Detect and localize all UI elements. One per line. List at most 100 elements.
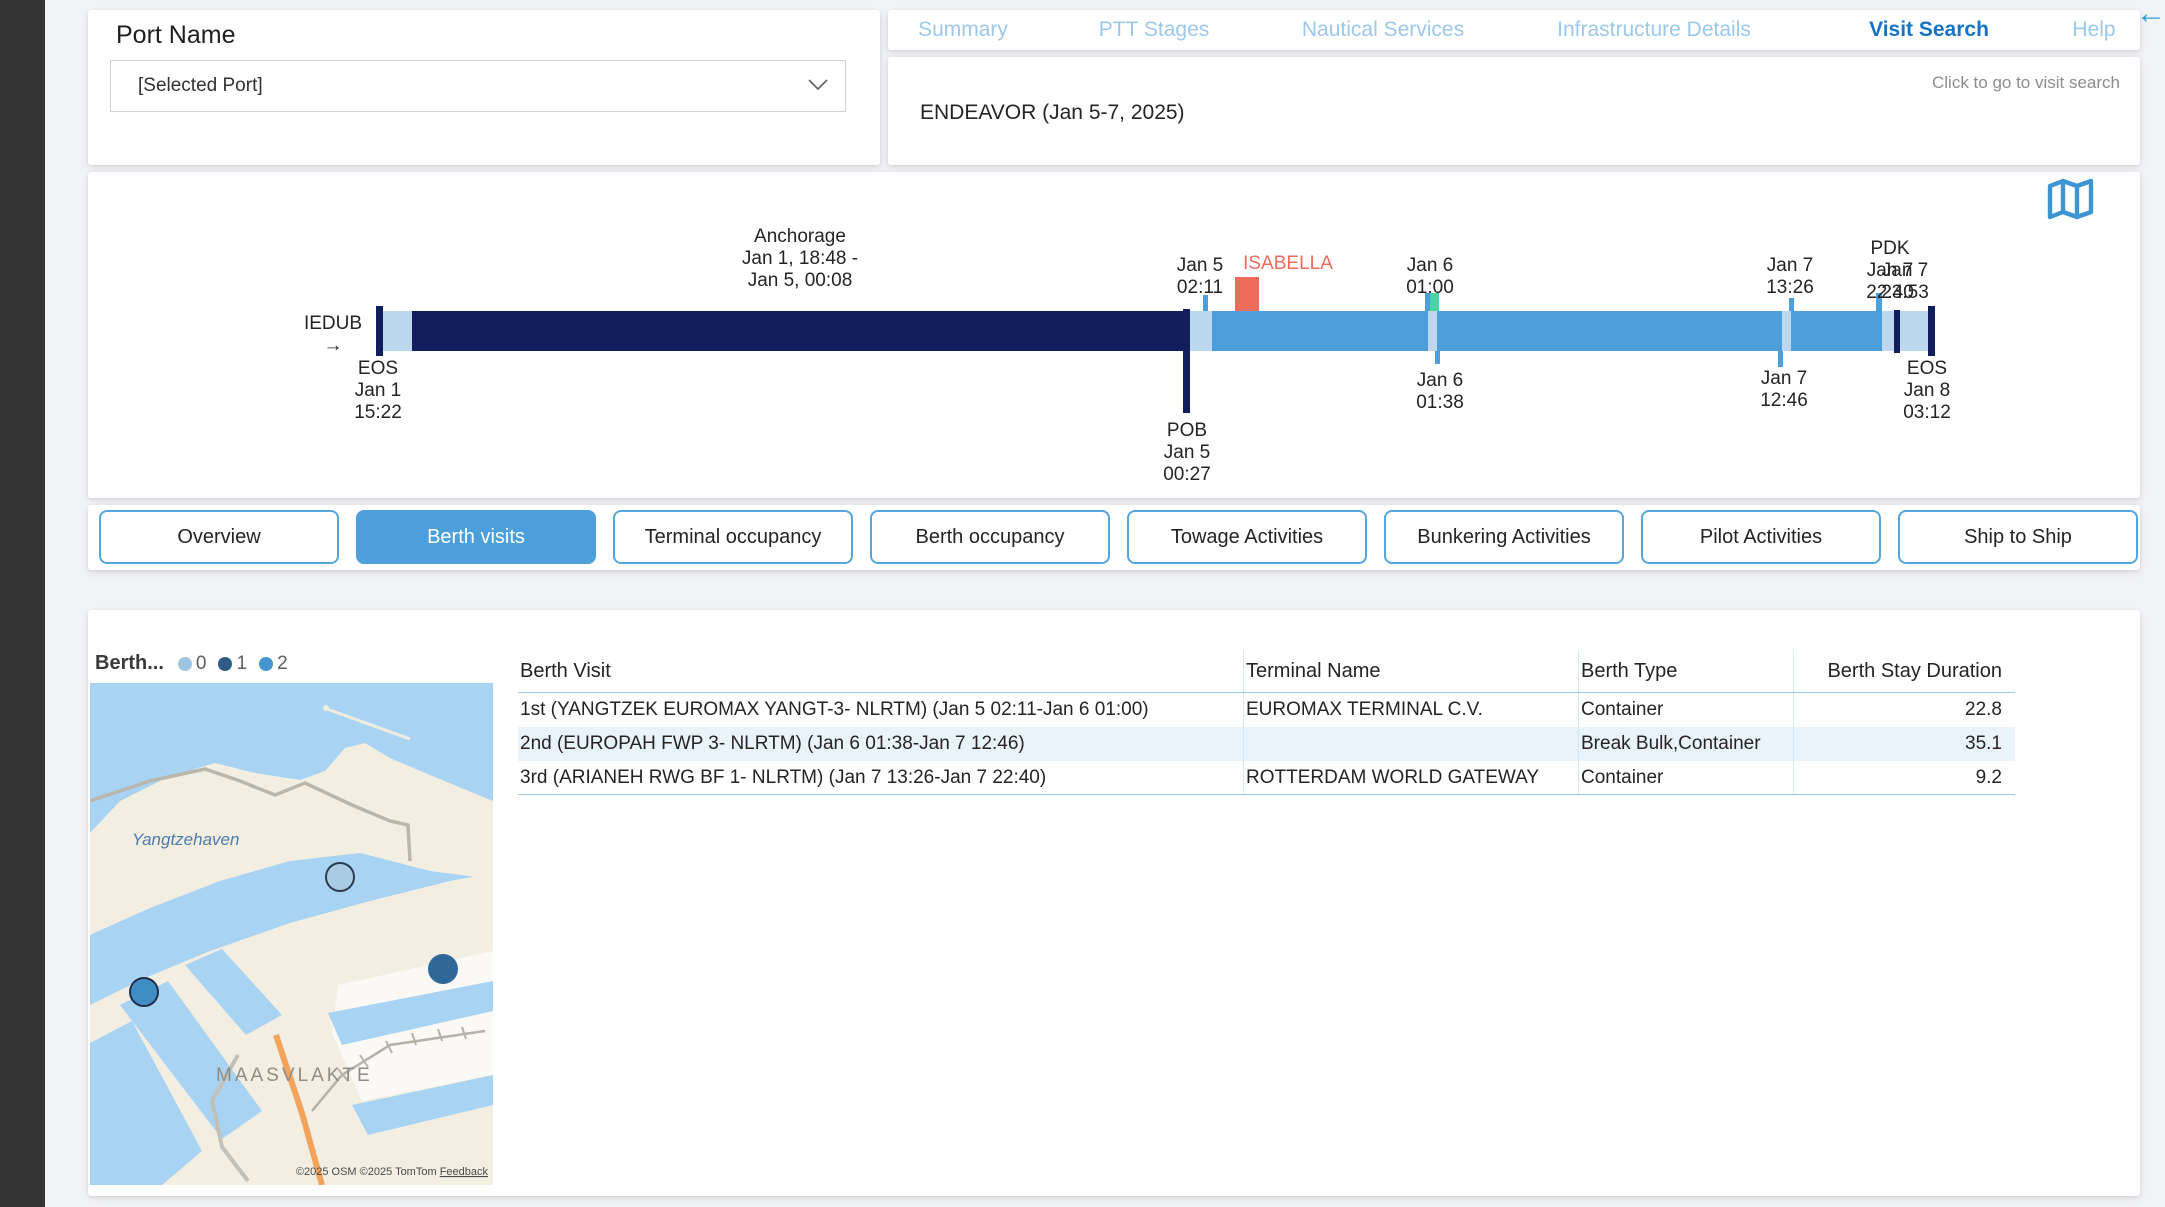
vessel-title: ENDEAVOR (Jan 5-7, 2025)	[920, 101, 1185, 124]
timeline-tick-eos-start	[376, 306, 383, 356]
legend-label-2: 2	[277, 652, 288, 674]
map-channel-4	[328, 981, 493, 1045]
timeline-tick-jan6-0100	[1425, 293, 1430, 311]
cell-berth-type: Container	[1578, 693, 1793, 727]
legend-label-0: 0	[195, 652, 207, 674]
map-railway-ticks	[337, 1026, 467, 1082]
timeline-tick-eos-end	[1928, 306, 1935, 356]
nav-tabs-bar: Summary PTT Stages Nautical Services Inf…	[888, 10, 2140, 50]
tab-visit-search[interactable]: Visit Search	[1869, 18, 1989, 41]
header-berth-type[interactable]: Berth Type	[1578, 650, 1793, 692]
legend-dot-1	[218, 656, 233, 671]
timeline-slice-jan7	[1782, 311, 1791, 351]
timeline-tick-jan6-0138	[1435, 351, 1440, 364]
timeline-tick-pob	[1183, 309, 1190, 413]
vessel-header-card[interactable]: ENDEAVOR (Jan 5-7, 2025) Click to go to …	[888, 57, 2140, 165]
table-row[interactable]: 3rd (ARIANEH RWG BF 1- NLRTM) (Jan 7 13:…	[518, 761, 2015, 795]
map-label-maasvlakte: MAASVLAKTE	[216, 1065, 373, 1086]
table-header-row: Berth Visit Terminal Name Berth Type Ber…	[518, 650, 2015, 693]
port-dropdown[interactable]: [Selected Port]	[110, 60, 846, 112]
tab-ship-to-ship[interactable]: Ship to Ship	[1898, 510, 2138, 564]
tab-berth-occupancy[interactable]: Berth occupancy	[870, 510, 1110, 564]
map-marker-berth-2[interactable]	[129, 977, 159, 1007]
timeline-label-pdk: PDK Jan 7 22:40	[1866, 238, 1914, 303]
berth-visits-panel: Berth... 0 1 2	[88, 610, 2140, 1196]
tab-pilot-activities[interactable]: Pilot Activities	[1641, 510, 1881, 564]
map-channel-3	[90, 1021, 202, 1185]
map-channel-2	[185, 949, 282, 1035]
tab-terminal-occupancy[interactable]: Terminal occupancy	[613, 510, 853, 564]
legend-item-2: 2	[259, 653, 288, 675]
timeline-segment-pale-start	[383, 311, 412, 351]
map-marker-berth-1[interactable]	[428, 954, 458, 984]
timeline-label-jan7-below: Jan 7 12:46	[1760, 368, 1808, 411]
header-terminal-name[interactable]: Terminal Name	[1243, 650, 1578, 692]
timeline-marker-isabella	[1235, 277, 1259, 311]
cell-berth-type: Container	[1578, 761, 1793, 794]
legend-label-1: 1	[236, 652, 248, 674]
timeline-label-anchorage: Anchorage Jan 1, 18:48 - Jan 5, 00:08	[741, 226, 859, 291]
port-name-card: Port Name [Selected Port]	[88, 10, 880, 165]
map-pier	[326, 707, 411, 741]
timeline-label-iedub: IEDUB →	[303, 313, 363, 356]
tab-summary[interactable]: Summary	[918, 18, 1008, 41]
cell-terminal-name: ROTTERDAM WORLD GATEWAY	[1243, 761, 1578, 794]
legend-dot-0	[177, 656, 192, 671]
timeline-tick-jan5-0211	[1203, 295, 1208, 311]
tab-ptt-stages[interactable]: PTT Stages	[1098, 18, 1210, 41]
map-pier-end	[323, 705, 329, 711]
legend-dot-2	[259, 656, 274, 671]
back-arrow-icon[interactable]: ←	[2136, 0, 2165, 30]
cell-berth-type: Break Bulk,Container	[1578, 727, 1793, 761]
cell-duration: 22.8	[1793, 693, 2015, 727]
header-berth-visit[interactable]: Berth Visit	[520, 659, 611, 682]
tab-nautical-services[interactable]: Nautical Services	[1301, 18, 1465, 41]
cell-berth-visit: 2nd (EUROPAH FWP 3- NLRTM) (Jan 6 01:38-…	[520, 733, 1025, 754]
timeline-marker-teal	[1430, 293, 1439, 311]
tab-infrastructure-details[interactable]: Infrastructure Details	[1557, 18, 1751, 41]
port-dropdown-value: [Selected Port]	[138, 75, 263, 96]
timeline-slice-jan6	[1428, 311, 1437, 351]
legend-item-0: 0	[177, 652, 207, 675]
timeline-card: IEDUB → EOS Jan 1 15:22 Anchorage Jan 1,…	[88, 172, 2140, 498]
timeline-tick-pdk-end	[1894, 310, 1900, 353]
tab-bunkering-activities[interactable]: Bunkering Activities	[1384, 510, 1624, 564]
collapsed-sidebar	[0, 0, 45, 1207]
timeline-label-jan6-above: Jan 6 01:00	[1406, 255, 1454, 298]
map-channel-1	[120, 981, 262, 1139]
timeline-label-pob: POB Jan 5 00:27	[1163, 420, 1211, 485]
cell-duration: 35.1	[1793, 727, 2015, 761]
map-road-loop	[209, 1054, 250, 1183]
timeline-label-eos-end: EOS Jan 8 03:12	[1903, 358, 1951, 423]
table-row[interactable]: 1st (YANGTZEK EUROMAX YANGT-3- NLRTM) (J…	[518, 693, 2015, 727]
cell-berth-visit: 1st (YANGTZEK EUROMAX YANGT-3- NLRTM) (J…	[520, 699, 1149, 720]
cell-berth-visit: 3rd (ARIANEH RWG BF 1- NLRTM) (Jan 7 13:…	[520, 766, 1047, 788]
timeline-segment-pale-end	[1882, 311, 1928, 351]
timeline-segment-pale-mid	[1190, 311, 1212, 351]
map-feedback-link[interactable]: Feedback	[440, 1166, 489, 1178]
map-label-yangtzehaven: Yangtzehaven	[132, 830, 239, 849]
berth-map[interactable]: Yangtzehaven MAASVLAKTE ©2025 OSM ©2025 …	[90, 683, 493, 1185]
map-marker-berth-0[interactable]	[325, 862, 355, 892]
tab-help[interactable]: Help	[2072, 18, 2116, 41]
timeline-segment-anchorage	[412, 311, 1183, 351]
tab-berth-visits[interactable]: Berth visits	[356, 510, 596, 564]
table-row[interactable]: 2nd (EUROPAH FWP 3- NLRTM) (Jan 6 01:38-…	[518, 727, 2015, 761]
map-road-orange	[273, 1034, 325, 1185]
tab-towage-activities[interactable]: Towage Activities	[1127, 510, 1367, 564]
chevron-down-icon	[808, 79, 828, 91]
visit-search-hint: Click to go to visit search	[1931, 73, 2120, 92]
map-channel-5	[352, 1075, 493, 1135]
timeline-label-jan7-2353: Jan 7 23:53	[1881, 260, 1929, 303]
map-land-north	[90, 743, 493, 935]
timeline-label-jan7-above: Jan 7 13:26	[1766, 255, 1814, 298]
timeline-label-eos-start: EOS Jan 1 15:22	[354, 358, 402, 423]
map-toggle-icon[interactable]	[2046, 178, 2096, 220]
timeline-tick-jan7-1246	[1778, 351, 1783, 367]
section-tabs-strip: Overview Berth visits Terminal occupancy…	[88, 505, 2140, 570]
berth-legend: Berth... 0 1 2	[95, 652, 300, 675]
timeline-segment-port-stay	[1212, 311, 1882, 351]
header-berth-stay-duration[interactable]: Berth Stay Duration	[1793, 650, 2015, 692]
berth-visits-table: Berth Visit Terminal Name Berth Type Ber…	[518, 650, 2015, 795]
tab-overview[interactable]: Overview	[99, 510, 339, 564]
